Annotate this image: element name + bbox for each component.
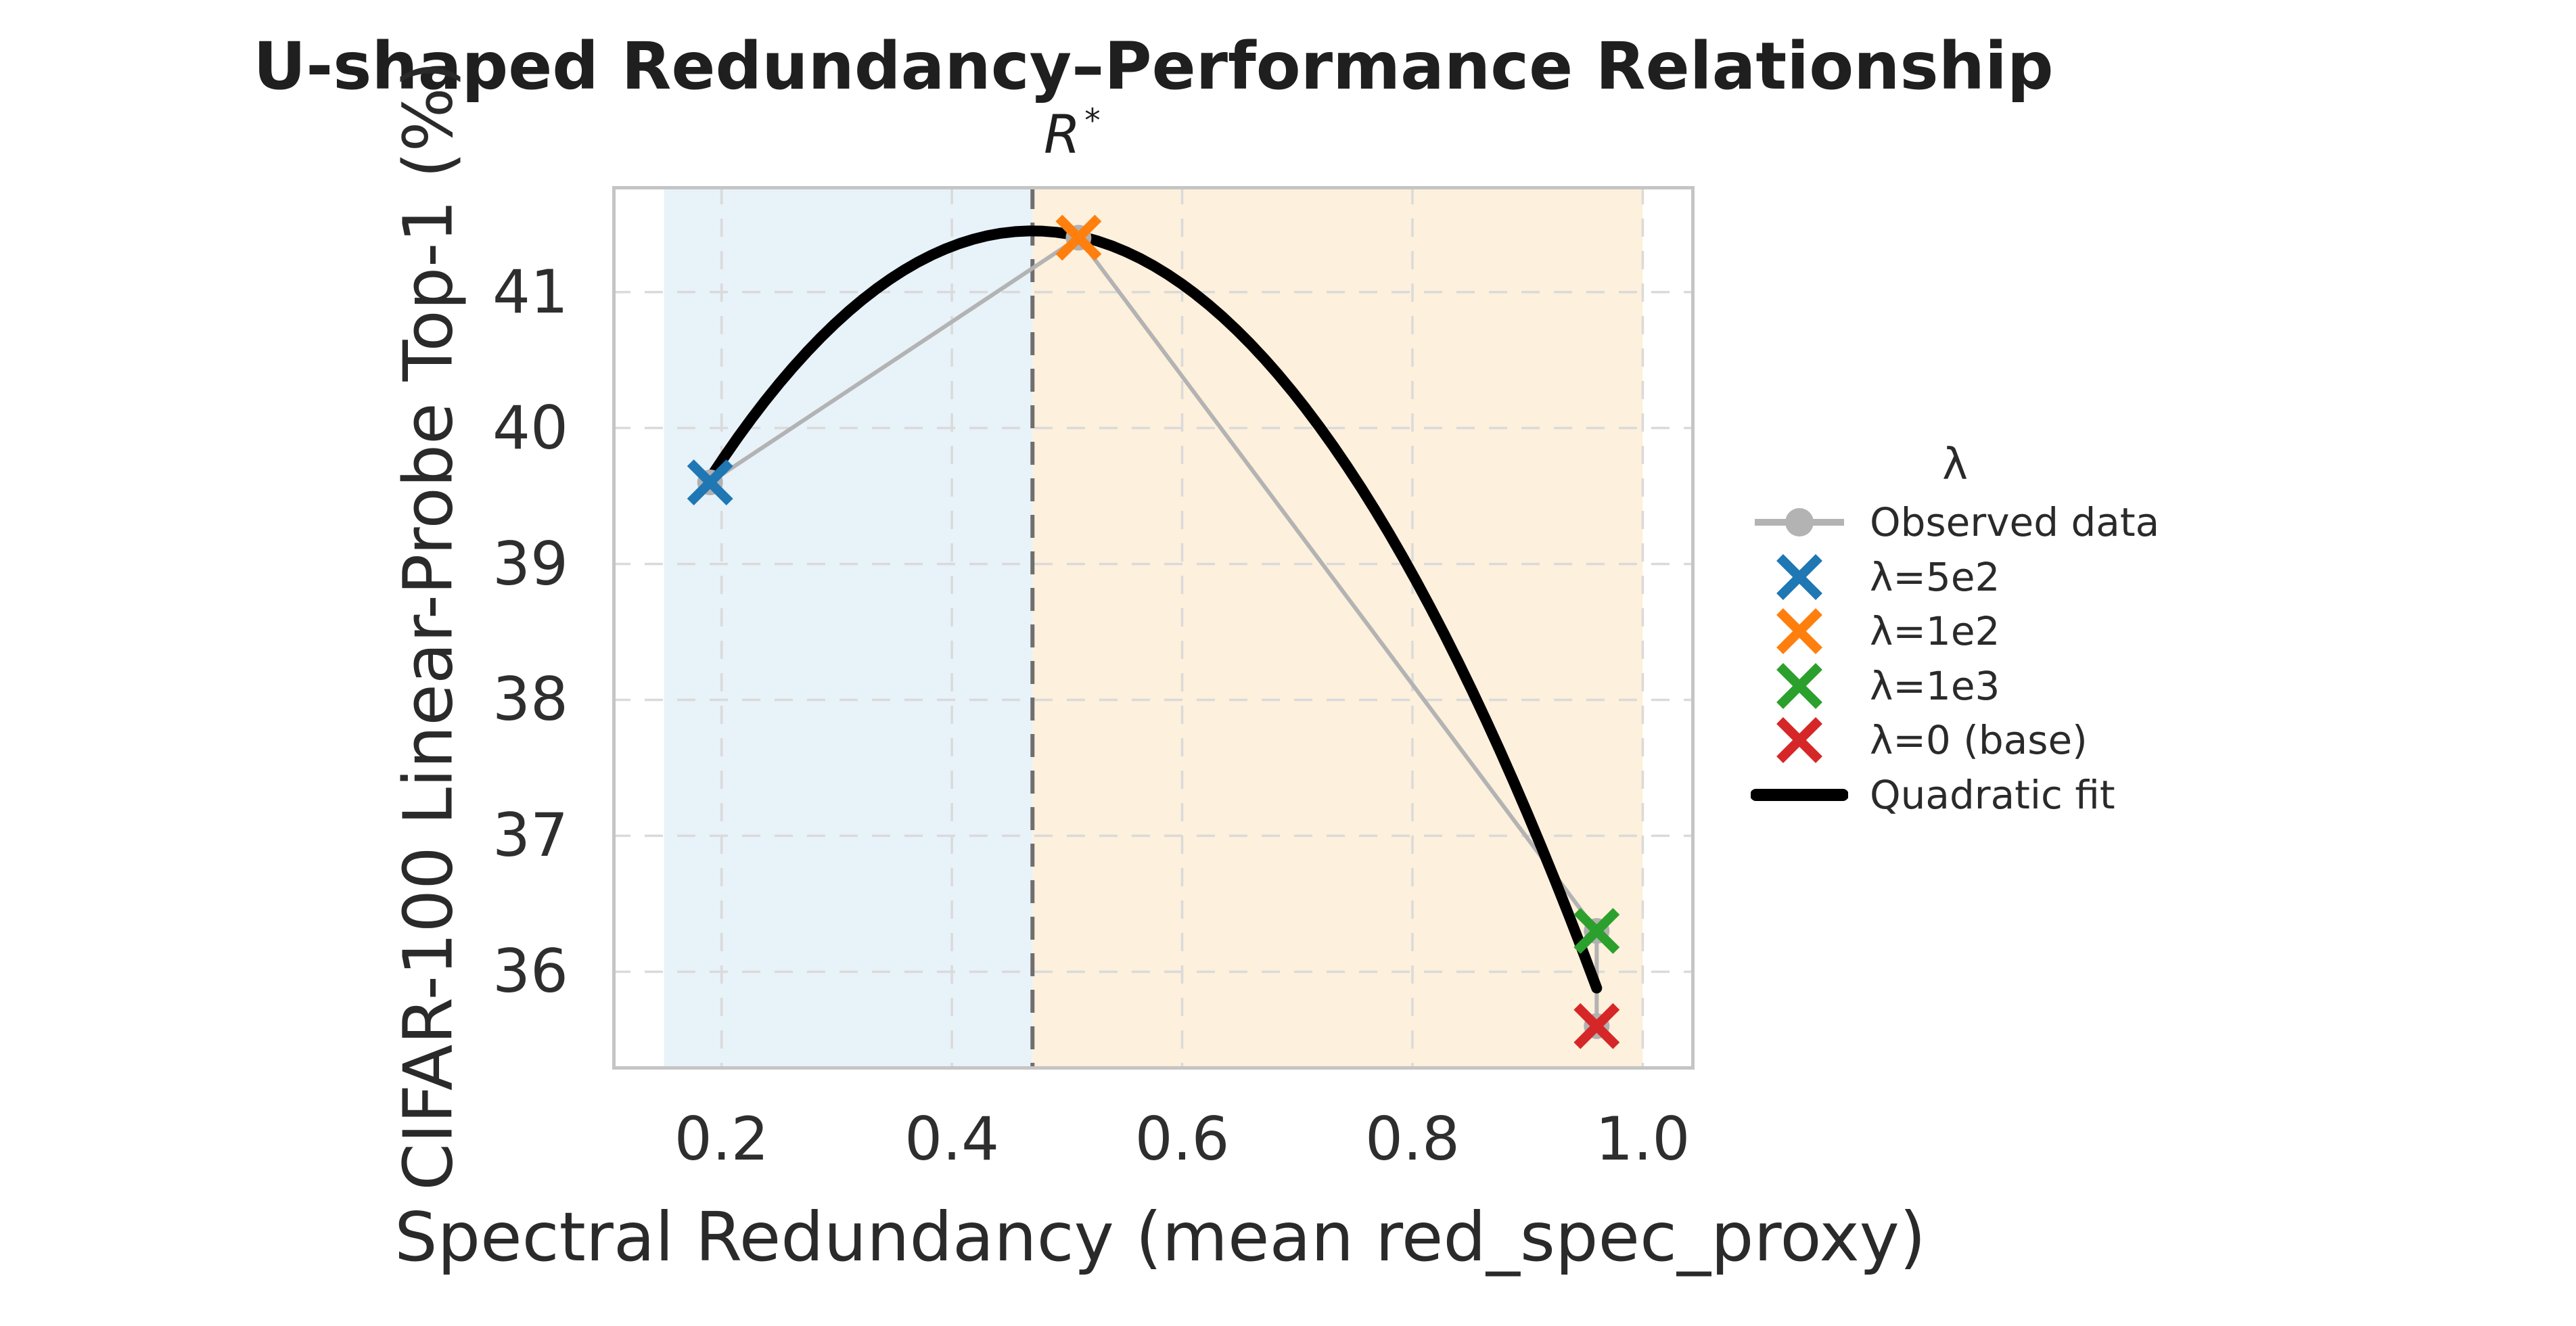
x-marker-icon (1776, 553, 1822, 600)
x-tick-label: 0.6 (1134, 1104, 1230, 1174)
legend-title: λ (1942, 440, 1968, 490)
x-tick-label: 0.4 (904, 1104, 1000, 1174)
legend-row: λ=5e2 (1751, 546, 2000, 608)
legend-label: Observed data (1870, 499, 2160, 545)
x-tick-label: 0.2 (674, 1104, 769, 1174)
rstar-base: R (1044, 104, 1081, 166)
x-marker-icon (1055, 214, 1102, 261)
y-tick-label: 36 (492, 936, 568, 1007)
above-optimal-band (1032, 186, 1643, 1070)
legend-label: λ=1e3 (1870, 662, 2000, 709)
x-marker-icon (1776, 608, 1822, 655)
legend-label: λ=1e2 (1870, 608, 2000, 655)
legend-label: λ=5e2 (1870, 553, 2000, 600)
x-marker-icon (1776, 662, 1822, 709)
x-marker-icon (687, 459, 733, 505)
y-tick-label: 41 (492, 256, 568, 327)
x-tick-label: 1.0 (1595, 1104, 1690, 1174)
line-dot-marker-icon (1755, 508, 1844, 536)
legend-label: λ=0 (base) (1870, 717, 2088, 764)
rstar-superscript: * (1084, 103, 1101, 139)
y-tick-label: 37 (492, 800, 568, 871)
y-tick-label: 39 (492, 528, 568, 599)
x-marker-icon (1573, 1003, 1620, 1049)
axes-border (612, 186, 1695, 1070)
rstar-annotation: R * (1044, 103, 1101, 165)
x-marker-icon (1776, 717, 1822, 764)
legend-row: λ=0 (base) (1751, 709, 2088, 771)
x-axis-label: Spectral Redundancy (mean red_spec_proxy… (394, 1197, 1926, 1277)
legend-row: λ=1e3 (1751, 655, 2000, 717)
thick-line-marker-icon (1751, 789, 1848, 801)
x-marker-icon (1573, 908, 1620, 955)
below-optimal-band (664, 186, 1033, 1070)
x-tick-label: 0.8 (1364, 1104, 1460, 1174)
legend-row: Quadratic fit (1751, 764, 2115, 826)
legend-label: Quadratic fit (1870, 772, 2115, 818)
y-axis-label: CIFAR-100 Linear-Probe Top-1 (%) (388, 61, 468, 1191)
y-tick-label: 40 (492, 392, 568, 463)
legend-row: Observed data (1751, 491, 2159, 553)
plot-area (612, 186, 1695, 1070)
chart-title: U-shaped Redundancy–Performance Relation… (253, 28, 2054, 104)
quadratic-fit-curve (704, 225, 1603, 994)
y-tick-label: 38 (492, 664, 568, 735)
legend-row: λ=1e2 (1751, 600, 2000, 662)
